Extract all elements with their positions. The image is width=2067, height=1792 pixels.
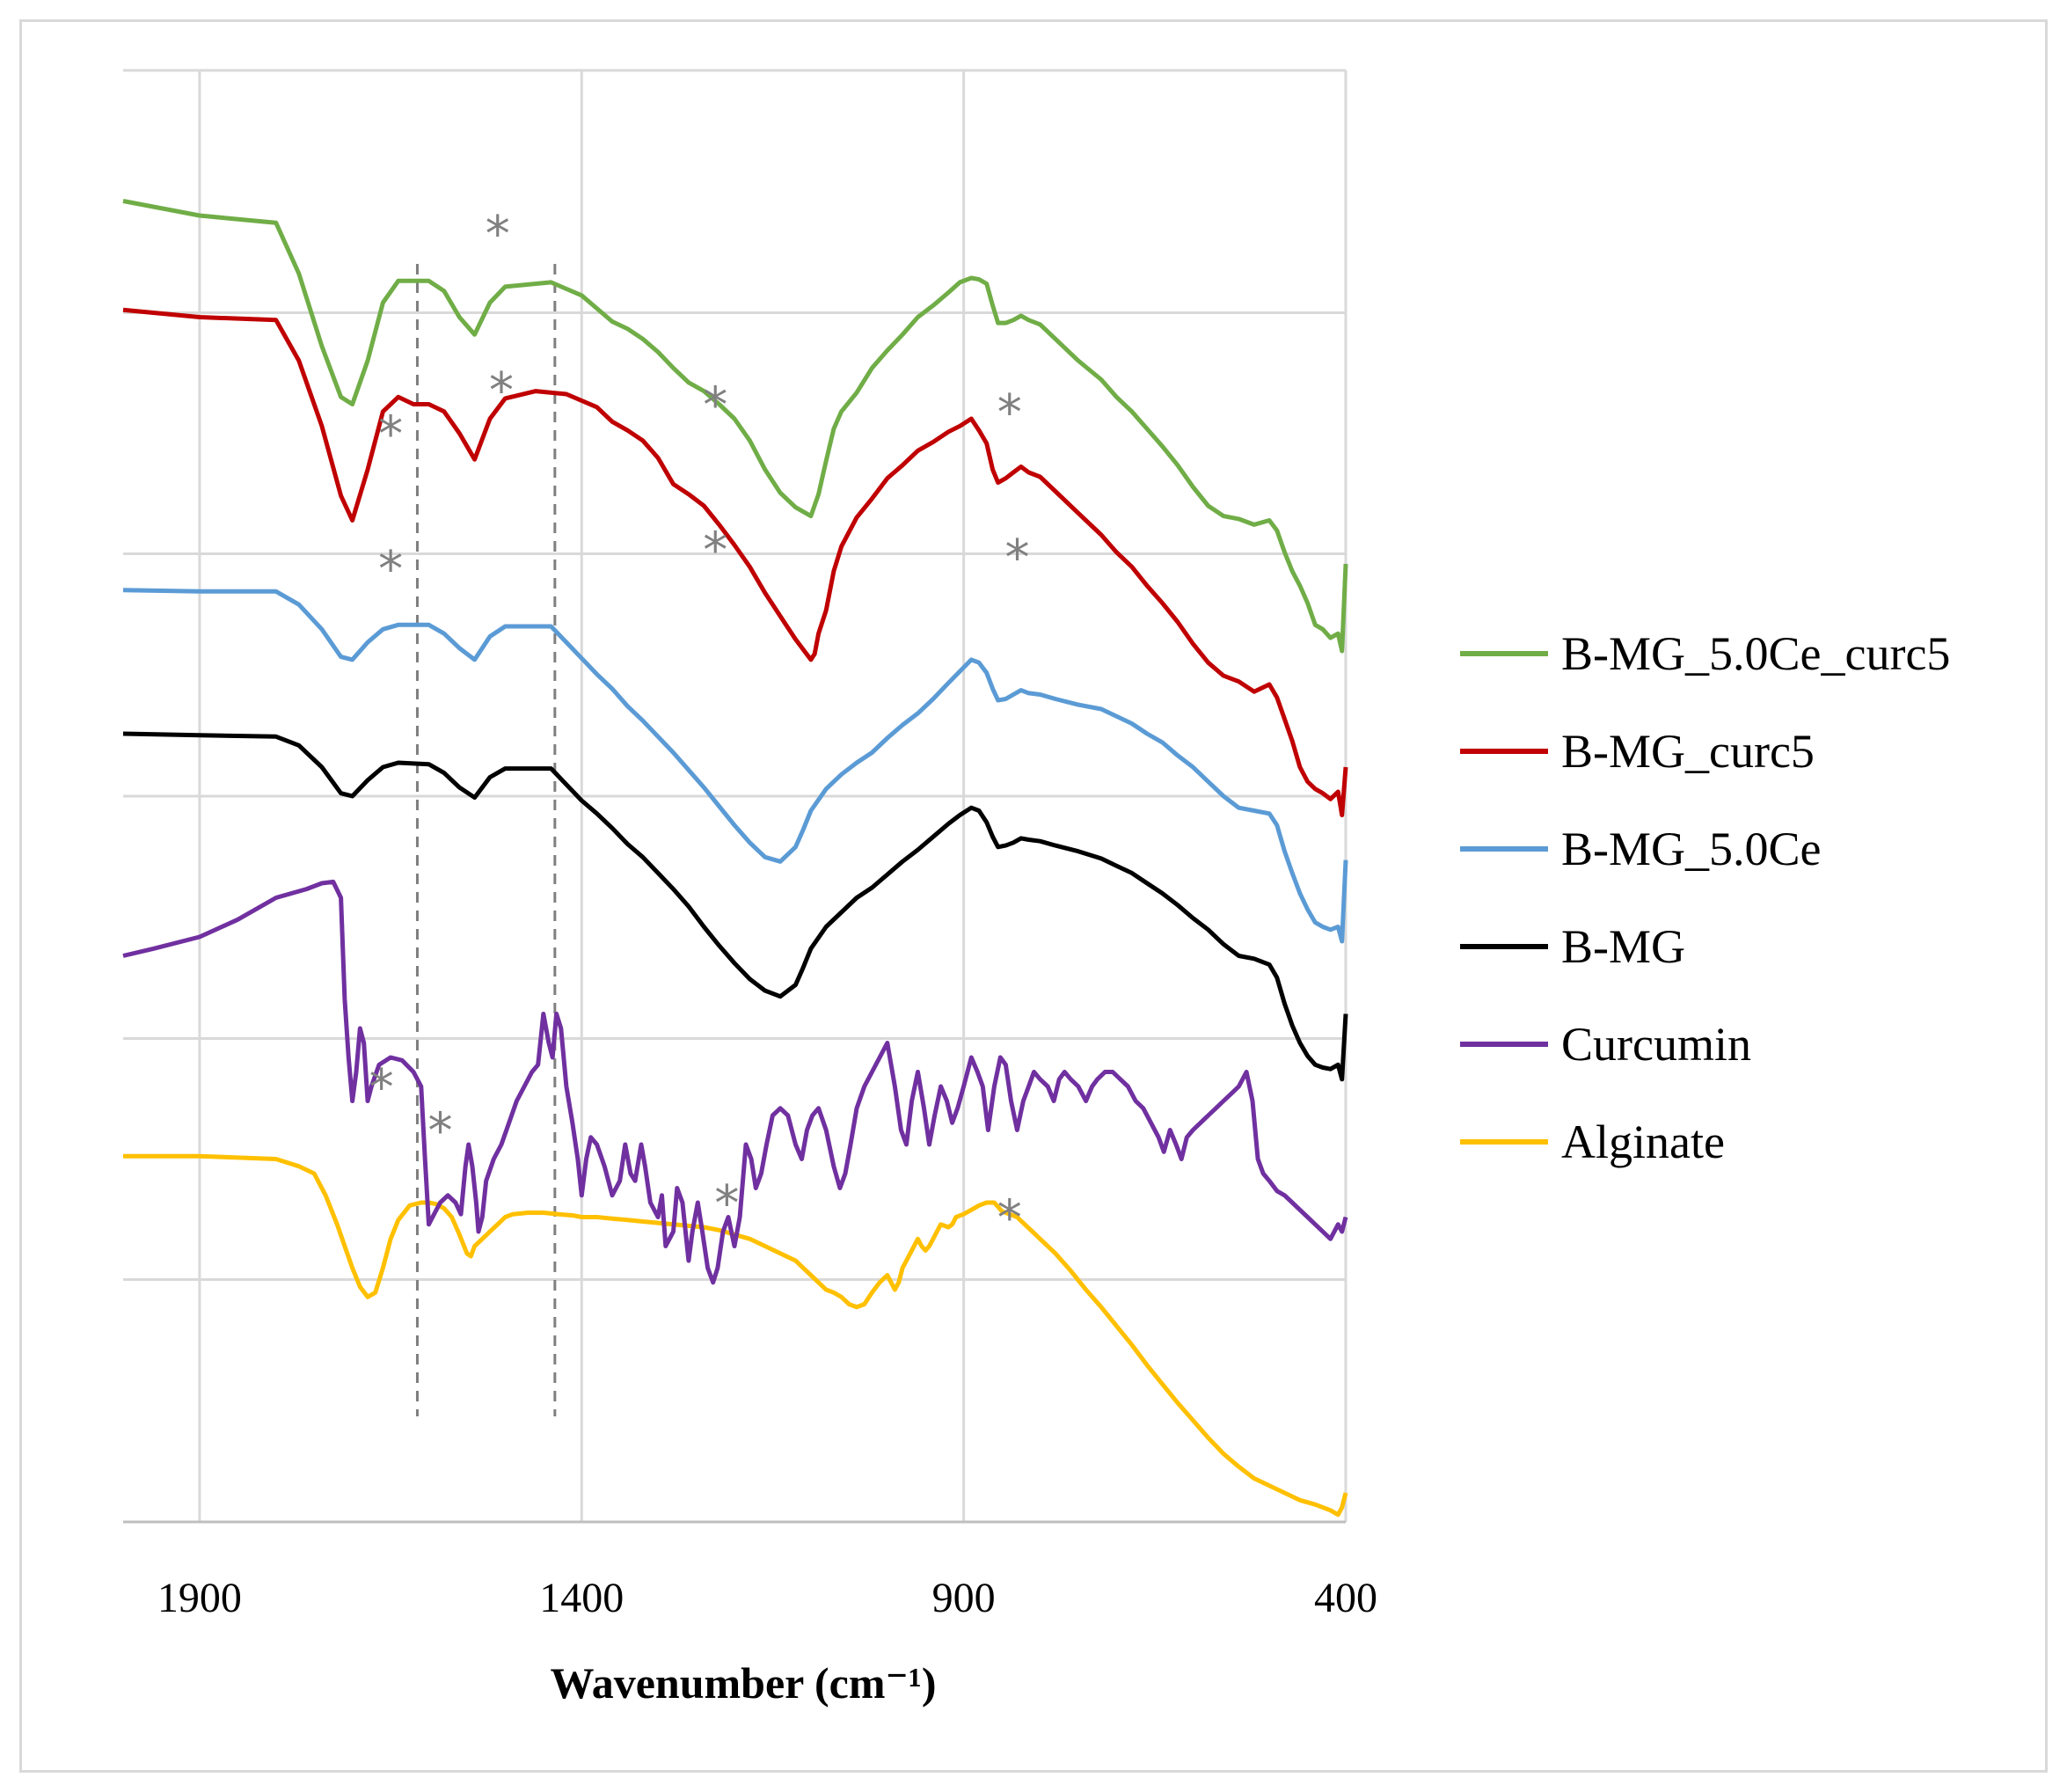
asterisk-annotation: * — [428, 1103, 453, 1160]
x-axis-label: Wavenumber (cm⁻¹) — [550, 1658, 936, 1708]
asterisk-annotation: * — [378, 541, 403, 598]
legend-label: B-MG_5.0Ce_curc5 — [1561, 627, 1950, 680]
series-lines — [122, 199, 1348, 1518]
asterisk-annotation: * — [1004, 530, 1029, 587]
legend-label: Curcumin — [1561, 1018, 1751, 1071]
x-tick-label: 400 — [1314, 1575, 1377, 1621]
reference-lines — [415, 264, 557, 1416]
asterisk-annotation: * — [997, 384, 1022, 442]
legend-label: B-MG_curc5 — [1561, 725, 1815, 778]
asterisk-annotation: * — [378, 406, 403, 464]
asterisk-annotation: * — [703, 523, 727, 580]
series-line-Curcumin — [122, 879, 1348, 1285]
asterisk-annotation: * — [714, 1175, 739, 1232]
gridlines — [123, 69, 1348, 1522]
asterisk-annotation: * — [369, 1059, 394, 1116]
legend-label: B-MG_5.0Ce — [1561, 823, 1822, 875]
x-tick-label: 1900 — [157, 1575, 242, 1621]
asterisk-annotation: * — [703, 377, 727, 435]
legend-label: Alginate — [1561, 1115, 1725, 1168]
series-line-B-MG — [122, 731, 1348, 1082]
asterisk-annotation: * — [489, 362, 514, 420]
asterisk-annotation: * — [997, 1190, 1022, 1247]
annotations: * * * * * * * * * * * * — [369, 206, 1030, 1247]
x-tick-labels: 1900 1400 900 400 — [157, 1575, 1377, 1621]
legend: B-MG_5.0Ce_curc5 B-MG_curc5 B-MG_5.0Ce B-MG… — [1460, 627, 1950, 1168]
x-tick-label: 900 — [932, 1575, 996, 1621]
series-line-B-MG_5.0Ce — [122, 588, 1348, 944]
series-line-B-MG_curc5 — [122, 307, 1348, 817]
series-line-B-MG_5.0Ce_curc5 — [122, 199, 1348, 654]
asterisk-annotation: * — [486, 206, 510, 263]
legend-label: B-MG — [1561, 920, 1685, 973]
x-tick-label: 1400 — [539, 1575, 624, 1621]
